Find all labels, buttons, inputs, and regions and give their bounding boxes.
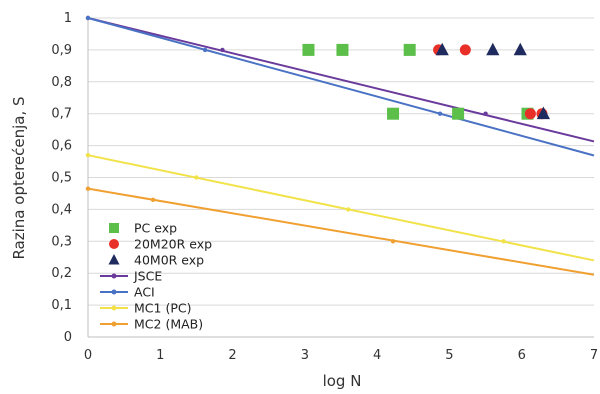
x-tick-label: 3 bbox=[301, 348, 309, 363]
y-axis-title: Razina opterećenja, S bbox=[10, 96, 28, 259]
line-marker-mc1-pc bbox=[194, 175, 199, 180]
legend-swatch-pc-exp bbox=[109, 223, 119, 233]
series-line-mc1-pc bbox=[87, 154, 595, 262]
series-lines bbox=[85, 15, 595, 276]
y-tick-label: 0,4 bbox=[51, 202, 72, 217]
y-tick-label: 0,8 bbox=[51, 75, 72, 90]
legend-label-mc2-mab: MC2 (MAB) bbox=[134, 317, 203, 332]
data-point-40m0r-exp bbox=[486, 42, 500, 56]
legend-item-pc-exp: PC exp bbox=[109, 221, 177, 236]
data-point-pc-exp bbox=[336, 43, 349, 56]
data-point-pc-exp bbox=[403, 43, 416, 56]
legend-marker-mc2-mab bbox=[111, 321, 117, 327]
line-marker-mc1-pc bbox=[85, 152, 91, 158]
y-tick-label: 0,9 bbox=[51, 43, 72, 58]
y-tick-label: 1 bbox=[64, 11, 72, 26]
line-marker-aci bbox=[202, 47, 208, 53]
legend-label-aci: ACI bbox=[134, 285, 155, 300]
x-tick-label: 5 bbox=[445, 348, 453, 363]
data-point-40m0r-exp bbox=[513, 42, 527, 56]
line-marker-mc1-pc bbox=[501, 239, 506, 244]
data-point-pc-exp bbox=[452, 107, 465, 120]
x-tick-label: 6 bbox=[518, 348, 526, 363]
legend-item-mc2-mab: MC2 (MAB) bbox=[100, 317, 203, 332]
legend-label-40m0r-exp: 40M0R exp bbox=[134, 253, 204, 268]
x-axis-title: log N bbox=[323, 372, 362, 390]
data-point-40m0r-exp bbox=[435, 42, 449, 56]
legend-marker-mc1-pc bbox=[111, 305, 117, 311]
y-tick-label: 0,5 bbox=[51, 171, 72, 186]
data-point-20m20r-exp bbox=[459, 44, 471, 56]
x-tick-label: 7 bbox=[590, 348, 598, 363]
legend-swatch-20m20r-exp bbox=[109, 239, 119, 249]
legend-item-40m0r-exp: 40M0R exp bbox=[108, 253, 204, 268]
legend-label-mc1-pc: MC1 (PC) bbox=[134, 301, 191, 316]
data-point-pc-exp bbox=[387, 107, 400, 120]
legend-item-aci: ACI bbox=[100, 285, 155, 300]
series-line-mc2-mab bbox=[87, 187, 595, 276]
legend-swatch-40m0r-exp bbox=[108, 254, 120, 265]
line-marker-mc1-pc bbox=[346, 207, 351, 212]
x-tick-label: 1 bbox=[156, 348, 164, 363]
x-tick-label: 2 bbox=[228, 348, 236, 363]
line-marker-mc2-mab bbox=[85, 186, 91, 191]
legend-item-jsce: JSCE bbox=[100, 269, 162, 284]
x-tick-labels: 0 1 2 3 4 5 6 7 bbox=[84, 348, 598, 363]
legend-label-20m20r-exp: 20M20R exp bbox=[134, 237, 212, 252]
y-tick-label: 0,2 bbox=[51, 266, 72, 281]
line-marker-aci bbox=[85, 15, 91, 21]
data-points bbox=[302, 42, 550, 120]
data-point-40m0r-exp bbox=[536, 106, 550, 120]
series-line-jsce bbox=[87, 17, 595, 143]
y-tick-label: 0,1 bbox=[51, 298, 72, 313]
line-marker-jsce bbox=[483, 111, 488, 116]
data-point-pc-exp bbox=[302, 43, 315, 56]
data-point-20m20r-exp bbox=[524, 108, 536, 120]
series-line-aci bbox=[87, 17, 595, 157]
y-tick-label: 0,3 bbox=[51, 234, 72, 249]
x-tick-label: 0 bbox=[84, 348, 92, 363]
axes bbox=[87, 18, 594, 338]
legend-item-mc1-pc: MC1 (PC) bbox=[100, 301, 191, 316]
line-marker-mc2-mab bbox=[390, 239, 396, 244]
y-tick-labels: 0 0,1 0,2 0,3 0,4 0,5 0,6 0,7 0,8 0,9 1 bbox=[51, 11, 72, 345]
x-tick-label: 4 bbox=[373, 348, 381, 363]
legend-item-20m20r-exp: 20M20R exp bbox=[109, 237, 212, 252]
y-tick-label: 0,7 bbox=[51, 107, 72, 122]
legend-marker-jsce bbox=[111, 273, 117, 279]
legend-marker-aci bbox=[111, 289, 117, 295]
line-marker-mc2-mab bbox=[150, 197, 156, 203]
y-tick-label: 0 bbox=[64, 330, 72, 345]
y-tick-label: 0,6 bbox=[51, 139, 72, 154]
line-marker-aci bbox=[437, 111, 443, 116]
legend-label-pc-exp: PC exp bbox=[134, 221, 177, 236]
line-marker-jsce bbox=[220, 47, 225, 53]
legend-label-jsce: JSCE bbox=[133, 269, 162, 284]
